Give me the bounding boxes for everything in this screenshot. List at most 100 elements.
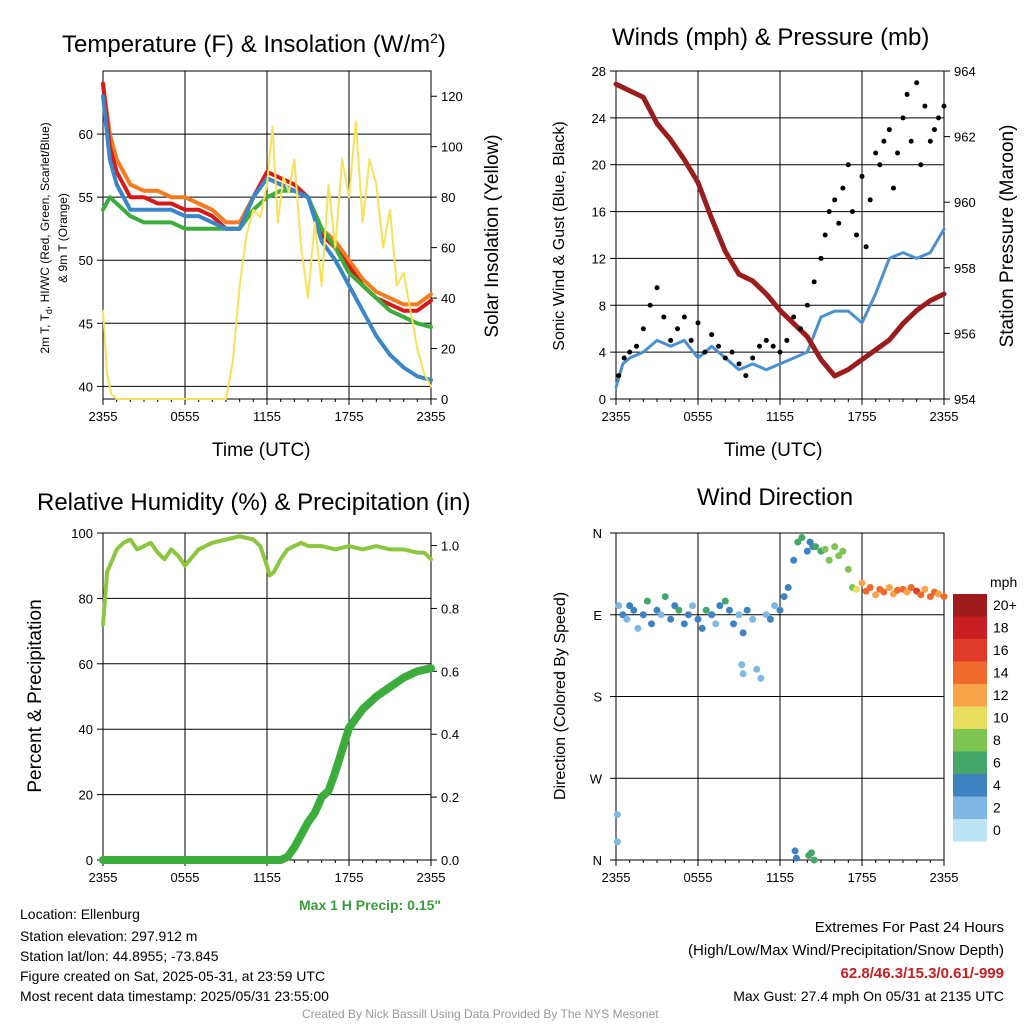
direction-point — [784, 584, 792, 591]
direction-point — [780, 593, 788, 601]
direction-point — [698, 624, 706, 632]
gust-point — [941, 103, 947, 109]
x-tick-label: 2355 — [89, 409, 118, 424]
direction-point — [615, 602, 623, 610]
gust-point — [927, 138, 933, 144]
direction-point — [661, 593, 669, 601]
gust-point — [743, 373, 749, 379]
direction-point — [935, 590, 943, 598]
direction-point — [807, 849, 815, 857]
gust-point — [716, 343, 721, 349]
direction-point — [812, 543, 820, 551]
temperature-panel: 2355 0555 1155 1755 2355 40 45 50 55 60 0 20 40 60 80 1… — [79, 70, 463, 424]
temp-y2-tick-label: 120 — [441, 89, 463, 104]
x-tick-label: 2355 — [417, 409, 446, 424]
direction-point — [684, 611, 692, 619]
direction-point — [639, 611, 647, 619]
legend-swatch — [953, 774, 987, 797]
direction-point — [757, 674, 765, 682]
wind-y-tick-label: 16 — [592, 205, 606, 220]
gust-point — [863, 244, 869, 250]
direction-point — [940, 593, 948, 601]
temp-y-tick-label: 60 — [79, 127, 93, 142]
wind-y2-tick-label: 964 — [954, 64, 976, 79]
dir-y-tick-label: N — [593, 853, 602, 868]
wind-direction-panel: 2355 0555 1155 1755 2355NWSEN20+181614121086… — [590, 526, 1017, 885]
wind-y2-tick-label: 958 — [954, 261, 976, 276]
direction-point — [630, 606, 638, 614]
temp-y-tick-label: 50 — [79, 253, 93, 268]
legend-label: 0 — [993, 822, 1001, 838]
x-tick-label: 1155 — [766, 870, 794, 885]
gust-point — [777, 349, 783, 355]
legend-swatch — [953, 684, 987, 707]
gust-point — [840, 185, 846, 191]
gust-point — [936, 115, 942, 121]
direction-point — [739, 670, 747, 678]
gust-point — [859, 173, 865, 179]
wind-series — [614, 227, 946, 389]
credit: Created By Nick Bassill Using Data Provi… — [302, 1007, 659, 1021]
gust-point — [695, 320, 701, 326]
x-tick-label: 1755 — [848, 870, 877, 885]
pressure-series — [613, 81, 947, 379]
gust-point — [804, 302, 810, 308]
direction-point — [721, 597, 729, 605]
direction-point — [853, 585, 861, 593]
extremes-gust: Max Gust: 27.4 mph On 05/31 at 2135 UTC — [733, 988, 1004, 1004]
legend-swatch — [953, 751, 987, 774]
rh-y-tick-label: 60 — [79, 657, 93, 672]
info-recent: Most recent data timestamp: 2025/05/31 2… — [20, 988, 329, 1004]
rh-y2-tick-label: 1.0 — [441, 539, 459, 554]
direction-point — [821, 545, 829, 553]
direction-point — [794, 538, 802, 546]
wind-y-tick-label: 24 — [592, 111, 606, 126]
gust-point — [798, 326, 803, 332]
direction-point — [689, 602, 697, 610]
legend-swatch — [953, 819, 987, 842]
rh-y2-tick-label: 0.6 — [441, 664, 459, 679]
gust-point — [621, 355, 627, 361]
dir-legend-title: mph — [990, 574, 1018, 590]
info-created: Figure created on Sat, 2025-05-31, at 23… — [20, 968, 326, 984]
dir-y-tick-label: N — [593, 526, 602, 541]
legend-label: 16 — [993, 642, 1009, 658]
temp-y-tick-label: 40 — [79, 379, 93, 394]
direction-point — [694, 615, 702, 623]
x-tick-label: 2355 — [602, 409, 631, 424]
direction-point — [613, 811, 621, 819]
humidity-precip-panel: 2355 0555 1155 1755 2355 0 20 40 60 80 100 0.0 0.2 0.… — [71, 526, 459, 885]
dir-y-tick-label: W — [590, 771, 603, 786]
temp-y2-tick-label: 20 — [441, 342, 455, 357]
temp-title: Temperature (F) & Insolation (W/m2) — [62, 30, 446, 58]
legend-label: 18 — [993, 620, 1009, 636]
temp-y2-tick-label: 0 — [441, 392, 448, 407]
direction-point — [866, 584, 874, 591]
gust-point — [849, 209, 855, 215]
x-tick-label: 2355 — [602, 870, 631, 885]
direction-point — [810, 856, 818, 864]
x-tick-label: 1155 — [253, 870, 281, 885]
direction-point — [626, 602, 634, 610]
direction-point — [926, 593, 934, 601]
gust-point — [908, 138, 914, 144]
gust-point — [832, 197, 838, 203]
x-tick-label: 0555 — [171, 870, 200, 885]
wind-ylabel: Sonic Wind & Gust (Blue, Black) — [551, 121, 568, 351]
rh-y2-tick-label: 0.2 — [441, 790, 459, 805]
solar-series — [102, 120, 432, 400]
dir-title: Wind Direction — [697, 484, 854, 511]
direction-point — [725, 606, 733, 614]
gust-point — [895, 150, 901, 156]
direction-point — [921, 585, 929, 593]
rh-y2-tick-label: 0.8 — [441, 601, 459, 616]
direction-point — [907, 584, 915, 591]
direction-point — [667, 615, 675, 623]
x-tick-label: 1155 — [253, 409, 281, 424]
direction-point — [844, 565, 852, 573]
gust-point — [770, 343, 776, 349]
x-tick-label: 1755 — [848, 409, 877, 424]
legend-label: 2 — [993, 800, 1001, 816]
direction-point — [858, 579, 866, 587]
gust-point — [836, 220, 842, 226]
